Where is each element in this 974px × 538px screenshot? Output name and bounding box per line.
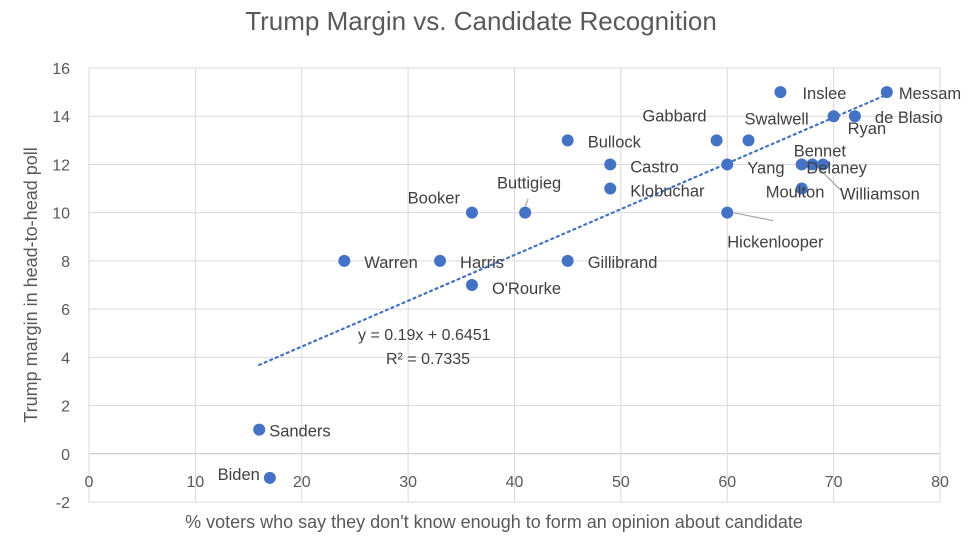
x-tick-label: 70 (825, 474, 843, 491)
point-gabbard (710, 134, 723, 147)
point-klobuchar (604, 182, 617, 195)
x-tick-label: 30 (399, 474, 417, 491)
y-tick-label: 12 (52, 157, 70, 174)
y-tick-label: 14 (52, 109, 70, 126)
x-tick-label: 60 (718, 474, 736, 491)
y-axis-title: Trump margin in head-to-head poll (21, 147, 41, 422)
point-bennet (795, 158, 808, 171)
leader-line-buttigieg (524, 198, 529, 207)
point-booker (465, 206, 478, 219)
point-label-gabbard: Gabbard (642, 107, 706, 125)
point-label-bullock: Bullock (588, 133, 642, 151)
x-tick-label: 0 (85, 474, 94, 491)
point-bullock (561, 134, 574, 147)
point-label-yang: Yang (747, 159, 784, 177)
point-label-inslee: Inslee (802, 85, 846, 103)
x-axis-ticks: 0 10 20 30 40 50 60 70 80 (85, 474, 949, 491)
y-tick-label: 4 (61, 350, 70, 367)
point-moulton (795, 182, 808, 195)
trendline-group (258, 93, 888, 367)
point-yang (721, 158, 734, 171)
x-tick-label: 20 (293, 474, 311, 491)
point-label-biden: Biden (218, 466, 260, 484)
point-inslee (774, 86, 787, 99)
label-leaders (524, 170, 842, 222)
point-swalwell (742, 134, 755, 147)
data-points (253, 86, 893, 484)
point-ryan (827, 110, 840, 123)
point-label-hickenlooper: Hickenlooper (727, 234, 824, 252)
point-delaney (806, 158, 819, 171)
point-label-delaney: Delaney (806, 159, 867, 177)
x-axis-title: % voters who say they don't know enough … (185, 512, 803, 532)
chart-title: Trump Margin vs. Candidate Recognition (245, 6, 717, 36)
point-label-o-rourke: O'Rourke (492, 280, 561, 298)
point-label-booker: Booker (408, 190, 461, 208)
point-warren (338, 254, 351, 267)
point-label-messam: Messam (899, 85, 961, 103)
point-label-swalwell: Swalwell (745, 110, 809, 128)
point-o-rourke (465, 279, 478, 291)
point-de-blasio (848, 110, 861, 123)
point-label-moulton: Moulton (766, 184, 825, 202)
point-labels: Sanders Biden Warren Harris Booker O'Rourke Bu… (218, 85, 962, 484)
point-gillibrand (561, 254, 574, 267)
y-tick-label: 10 (52, 206, 70, 223)
point-label-warren: Warren (364, 254, 417, 272)
point-hickenlooper (721, 206, 734, 219)
x-tick-label: 10 (186, 474, 204, 491)
y-tick-label: -2 (56, 495, 70, 512)
y-tick-label: 2 (61, 399, 70, 416)
point-label-harris: Harris (460, 254, 504, 272)
point-label-castro: Castro (630, 158, 679, 176)
point-messam (880, 86, 893, 99)
point-label-williamson: Williamson (840, 185, 920, 203)
y-tick-label: 16 (52, 61, 70, 78)
trendline (258, 93, 888, 367)
y-tick-label: 8 (61, 254, 70, 271)
point-williamson (816, 158, 829, 171)
gridlines (88, 67, 941, 503)
leader-line-hickenlooper (733, 212, 774, 222)
point-label-sanders: Sanders (269, 423, 330, 441)
trendline-r-squared: R² = 0.7335 (386, 351, 470, 368)
point-label-ryan: Ryan (848, 120, 887, 138)
point-harris (434, 254, 447, 267)
point-buttigieg (519, 206, 532, 219)
y-axis-ticks: -2 0 2 4 6 8 10 12 14 16 (52, 61, 70, 512)
y-tick-label: 6 (61, 302, 70, 319)
point-sanders (253, 423, 266, 436)
x-tick-label: 50 (612, 474, 630, 491)
x-tick-label: 40 (506, 474, 524, 491)
point-castro (604, 158, 617, 171)
point-label-gillibrand: Gillibrand (588, 254, 658, 272)
point-label-klobuchar: Klobuchar (630, 183, 705, 201)
point-label-buttigieg: Buttigieg (497, 175, 561, 193)
point-biden (263, 471, 276, 484)
x-tick-label: 80 (931, 474, 949, 491)
point-label-bennet: Bennet (794, 142, 847, 160)
y-tick-label: 0 (61, 447, 70, 464)
trendline-equation: y = 0.19x + 0.6451 (358, 327, 491, 344)
leader-line-williamson (820, 170, 842, 191)
point-label-de-blasio: de Blasio (875, 109, 943, 127)
